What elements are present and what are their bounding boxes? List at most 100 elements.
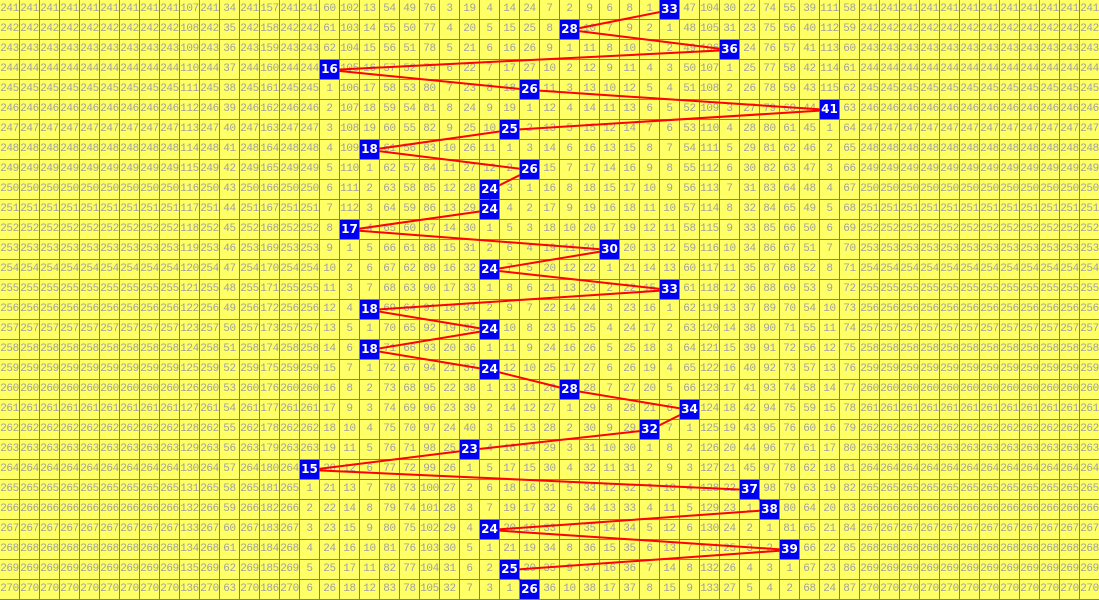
- omission-cell: 247: [300, 120, 320, 140]
- omission-cell: 266: [100, 500, 120, 520]
- omission-cell: 8: [640, 140, 660, 160]
- omission-cell: 251: [140, 200, 160, 220]
- omission-cell: 5: [440, 40, 460, 60]
- omission-cell: 38: [580, 580, 600, 600]
- omission-cell: 264: [120, 460, 140, 480]
- omission-cell: 78: [780, 460, 800, 480]
- hit-cell: [480, 260, 500, 280]
- omission-cell: 3: [760, 560, 780, 580]
- omission-cell: 258: [880, 340, 900, 360]
- omission-cell: 245: [280, 80, 300, 100]
- omission-cell: 264: [160, 460, 180, 480]
- omission-cell: 256: [860, 300, 880, 320]
- omission-cell: 244: [140, 60, 160, 80]
- omission-cell: 60: [840, 40, 860, 60]
- omission-cell: 252: [100, 220, 120, 240]
- omission-cell: 243: [1060, 40, 1080, 60]
- omission-cell: 245: [0, 80, 20, 100]
- omission-cell: 62: [840, 80, 860, 100]
- omission-cell: 22: [440, 380, 460, 400]
- omission-cell: 250: [40, 180, 60, 200]
- omission-cell: 61: [800, 440, 820, 460]
- hit-cell: [780, 540, 800, 560]
- omission-cell: 45: [800, 120, 820, 140]
- omission-cell: 30: [440, 540, 460, 560]
- omission-cell: 86: [420, 200, 440, 220]
- omission-cell: 258: [1020, 340, 1040, 360]
- omission-cell: 19: [720, 420, 740, 440]
- omission-cell: 26: [440, 460, 460, 480]
- omission-cell: 31: [580, 440, 600, 460]
- omission-cell: 58: [680, 220, 700, 240]
- omission-cell: 3: [740, 540, 760, 560]
- omission-cell: 255: [1080, 280, 1099, 300]
- omission-cell: 248: [1000, 140, 1020, 160]
- omission-cell: 53: [800, 280, 820, 300]
- omission-cell: 254: [100, 260, 120, 280]
- omission-cell: 259: [120, 360, 140, 380]
- omission-cell: 25: [520, 20, 540, 40]
- omission-cell: 11: [660, 220, 680, 240]
- omission-cell: 252: [200, 220, 220, 240]
- omission-cell: 107: [340, 100, 360, 120]
- omission-cell: 241: [1040, 0, 1060, 20]
- omission-cell: 244: [300, 60, 320, 80]
- omission-cell: 113: [700, 180, 720, 200]
- omission-cell: 56: [380, 40, 400, 60]
- omission-cell: 68: [400, 380, 420, 400]
- omission-cell: 77: [840, 380, 860, 400]
- omission-cell: 65: [400, 320, 420, 340]
- omission-cell: 16: [560, 340, 580, 360]
- omission-cell: 268: [140, 540, 160, 560]
- omission-cell: 65: [680, 360, 700, 380]
- omission-cell: 270: [160, 580, 180, 600]
- omission-cell: 33: [460, 280, 480, 300]
- omission-cell: 265: [920, 480, 940, 500]
- omission-cell: 4: [360, 420, 380, 440]
- omission-cell: 265: [100, 480, 120, 500]
- omission-cell: 254: [880, 260, 900, 280]
- omission-cell: 246: [980, 100, 1000, 120]
- omission-cell: 249: [40, 160, 60, 180]
- omission-cell: 252: [160, 220, 180, 240]
- omission-cell: 9: [560, 200, 580, 220]
- omission-cell: 263: [140, 440, 160, 460]
- omission-cell: 6: [480, 40, 500, 60]
- omission-cell: 242: [120, 20, 140, 40]
- omission-cell: 253: [280, 240, 300, 260]
- omission-cell: 262: [1060, 420, 1080, 440]
- omission-cell: 126: [700, 440, 720, 460]
- hit-cell: [480, 180, 500, 200]
- omission-cell: 67: [800, 560, 820, 580]
- omission-cell: 118: [700, 280, 720, 300]
- omission-cell: 26: [540, 380, 560, 400]
- omission-cell: 15: [820, 400, 840, 420]
- omission-cell: 250: [200, 180, 220, 200]
- omission-cell: 2: [740, 520, 760, 540]
- omission-cell: 268: [280, 540, 300, 560]
- omission-cell: 7: [640, 560, 660, 580]
- omission-cell: 261: [100, 400, 120, 420]
- omission-cell: 14: [340, 500, 360, 520]
- omission-cell: 63: [800, 480, 820, 500]
- omission-cell: 263: [120, 440, 140, 460]
- omission-cell: 120: [700, 320, 720, 340]
- omission-cell: 126: [180, 380, 200, 400]
- omission-cell: 265: [860, 480, 880, 500]
- omission-cell: 161: [260, 80, 280, 100]
- omission-cell: 269: [280, 560, 300, 580]
- omission-cell: 6: [480, 480, 500, 500]
- omission-cell: 270: [1020, 580, 1040, 600]
- omission-cell: 63: [220, 580, 240, 600]
- omission-cell: 17: [440, 280, 460, 300]
- omission-cell: 102: [420, 520, 440, 540]
- omission-cell: 3: [600, 300, 620, 320]
- omission-cell: 249: [900, 160, 920, 180]
- omission-cell: 6: [560, 140, 580, 160]
- omission-cell: 254: [920, 260, 940, 280]
- omission-cell: 267: [1060, 520, 1080, 540]
- omission-cell: 14: [600, 520, 620, 540]
- omission-cell: 56: [780, 20, 800, 40]
- omission-cell: 254: [960, 260, 980, 280]
- omission-cell: 242: [920, 20, 940, 40]
